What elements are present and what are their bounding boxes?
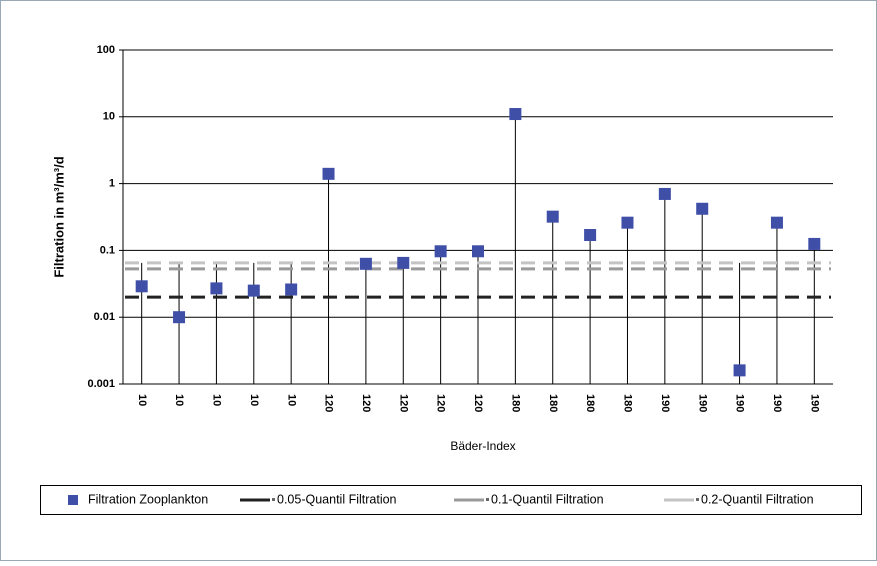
data-point xyxy=(359,257,372,270)
y-tick-label: 0.001 xyxy=(87,378,115,390)
legend-dot xyxy=(696,498,699,501)
x-tick-label: 190 xyxy=(771,394,783,412)
legend-box xyxy=(40,485,862,515)
legend-marker xyxy=(68,495,78,505)
x-tick-label: 120 xyxy=(323,394,335,412)
legend-dot xyxy=(272,498,275,501)
x-tick-label: 10 xyxy=(248,394,260,406)
x-tick-label: 10 xyxy=(211,394,223,406)
data-point xyxy=(322,167,335,180)
data-point xyxy=(173,311,186,324)
x-tick-label: 190 xyxy=(808,394,820,412)
data-point xyxy=(696,202,709,215)
data-point xyxy=(285,283,298,296)
x-tick-label: 180 xyxy=(584,394,596,412)
legend-label: 0.1-Quantil Filtration xyxy=(491,492,604,506)
y-tick-label: 1 xyxy=(109,178,115,190)
data-point xyxy=(546,210,559,223)
data-point xyxy=(808,237,821,250)
x-tick-label: 120 xyxy=(397,394,409,412)
x-tick-label: 10 xyxy=(173,394,185,406)
data-point xyxy=(397,256,410,269)
x-tick-label: 190 xyxy=(734,394,746,412)
data-point xyxy=(509,108,522,121)
x-tick-label: 190 xyxy=(659,394,671,412)
x-tick-label: 180 xyxy=(547,394,559,412)
y-tick-label: 100 xyxy=(97,44,115,56)
x-tick-label: 190 xyxy=(696,394,708,412)
x-tick-label: 10 xyxy=(285,394,297,406)
x-tick-label: 120 xyxy=(360,394,372,412)
x-tick-label: 10 xyxy=(136,394,148,406)
x-tick-label: 180 xyxy=(622,394,634,412)
data-point xyxy=(247,284,260,297)
data-point xyxy=(621,216,634,229)
legend-label: Filtration Zooplankton xyxy=(88,492,208,506)
x-tick-label: 180 xyxy=(509,394,521,412)
data-point xyxy=(135,280,148,293)
data-point xyxy=(210,282,223,295)
data-point xyxy=(770,216,783,229)
y-tick-label: 0.1 xyxy=(100,244,115,256)
data-point xyxy=(434,245,447,258)
x-axis-label: Bäder-Index xyxy=(450,439,515,453)
data-point xyxy=(472,245,484,258)
legend-label: 0.2-Quantil Filtration xyxy=(701,492,814,506)
data-point xyxy=(584,229,597,242)
data-point xyxy=(733,364,746,377)
y-tick-label: 10 xyxy=(103,111,115,123)
y-axis-label: Filtration in m³/m³/d xyxy=(51,156,66,277)
y-tick-label: 0.01 xyxy=(94,311,115,323)
data-point xyxy=(658,187,671,200)
x-tick-label: 120 xyxy=(435,394,447,412)
legend-dot xyxy=(486,498,489,501)
x-tick-label: 120 xyxy=(472,394,484,412)
legend-label: 0.05-Quantil Filtration xyxy=(277,492,397,506)
